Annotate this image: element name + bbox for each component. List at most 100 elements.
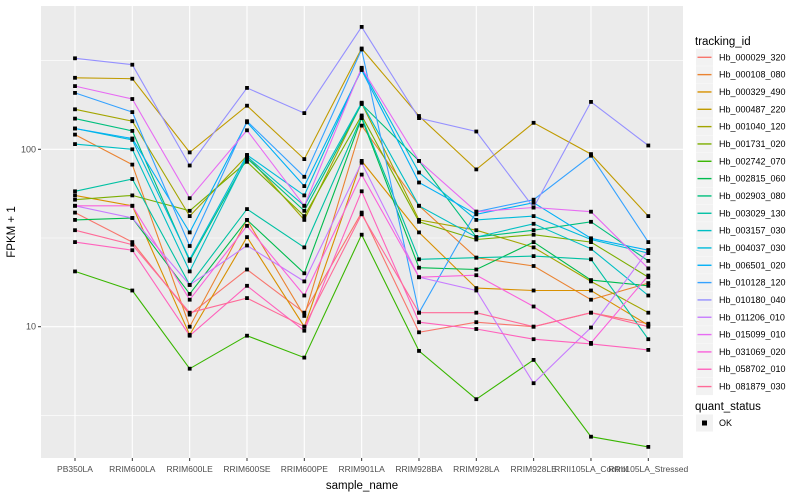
- data-point: [646, 348, 651, 352]
- data-point: [359, 232, 364, 237]
- data-point: [73, 91, 77, 95]
- x-tick-label: RRIM600LE: [167, 464, 214, 474]
- data-point: [302, 184, 307, 188]
- data-point: [589, 278, 593, 282]
- data-point: [187, 230, 192, 235]
- legend-item-label: Hb_002903_080: [719, 191, 786, 201]
- data-point: [417, 170, 421, 175]
- legend-item: Hb_001040_120: [696, 118, 786, 136]
- data-point: [474, 228, 479, 233]
- legend-item-label: Hb_000029_320: [719, 52, 786, 62]
- data-point: [474, 255, 479, 260]
- data-point: [187, 283, 192, 287]
- data-point: [646, 337, 651, 342]
- legend-item: Hb_000029_320: [696, 48, 786, 66]
- legend-item-label: Hb_058702_010: [719, 364, 786, 374]
- data-point: [531, 200, 536, 205]
- data-point: [417, 219, 421, 224]
- legend-item-label: Hb_010180_040: [719, 295, 786, 305]
- data-point: [73, 75, 77, 80]
- legend-item-label: Hb_011206_010: [719, 312, 785, 322]
- data-point: [245, 119, 249, 124]
- x-tick-label: RRII105LA_Stressed: [608, 464, 688, 474]
- data-point: [130, 62, 135, 67]
- data-point: [187, 324, 192, 329]
- data-point: [130, 147, 135, 152]
- data-point: [531, 337, 536, 342]
- legend-item: Hb_010128_120: [696, 274, 786, 292]
- data-point: [302, 310, 307, 315]
- data-point: [589, 219, 593, 224]
- y-tick-label: 100: [21, 144, 36, 154]
- data-point: [531, 324, 536, 329]
- legend-item: Hb_003029_130: [696, 204, 786, 222]
- data-point: [646, 273, 651, 278]
- data-point: [130, 129, 135, 133]
- data-point: [187, 257, 192, 262]
- data-point: [130, 136, 135, 141]
- data-point: [302, 328, 307, 333]
- data-point: [417, 349, 421, 353]
- y-axis-title: FPKM + 1: [6, 206, 18, 257]
- data-point: [531, 214, 536, 218]
- legend-item: Hb_002903_080: [696, 187, 786, 205]
- y-tick-label: 10: [26, 322, 36, 332]
- legend-item: Hb_011206_010: [696, 308, 785, 326]
- data-point: [73, 142, 77, 146]
- data-point: [130, 216, 135, 220]
- data-point: [417, 275, 421, 280]
- legend-item-label: Hb_002815_060: [719, 174, 786, 184]
- data-point: [417, 116, 421, 120]
- data-point: [531, 304, 536, 309]
- data-point: [474, 288, 479, 293]
- data-point: [302, 355, 307, 360]
- data-point: [359, 160, 364, 165]
- data-point: [474, 129, 479, 134]
- data-point: [531, 197, 536, 202]
- data-point: [245, 128, 249, 133]
- data-point: [589, 434, 593, 439]
- legend-item: Hb_004037_030: [696, 239, 786, 257]
- data-point: [589, 342, 593, 346]
- data-point: [73, 56, 77, 61]
- data-point: [245, 296, 249, 300]
- x-tick-label: RRIM600SE: [223, 464, 271, 474]
- data-point: [187, 310, 192, 315]
- legend-item-label: Hb_003157_030: [719, 226, 786, 236]
- data-point: [646, 324, 651, 329]
- data-point: [302, 271, 307, 276]
- data-point: [187, 163, 192, 168]
- data-point: [245, 103, 249, 108]
- legend-item: Hb_031069_020: [696, 343, 786, 361]
- data-point: [73, 240, 77, 244]
- data-point: [474, 218, 479, 222]
- data-point: [245, 267, 249, 272]
- quant-status-item: OK: [696, 414, 732, 432]
- data-point: [245, 207, 249, 211]
- legend-item: Hb_000487_220: [696, 100, 786, 118]
- data-point: [130, 193, 135, 198]
- x-tick-label: RRIM600PE: [281, 464, 329, 474]
- x-tick-label: PB350LA: [57, 464, 93, 474]
- legend-item-label: Hb_003029_130: [719, 208, 786, 218]
- data-point: [589, 310, 593, 315]
- data-point: [130, 110, 135, 114]
- data-point: [531, 232, 536, 237]
- data-point: [646, 214, 651, 218]
- data-point: [589, 288, 593, 293]
- data-point: [187, 214, 192, 218]
- data-point: [417, 230, 421, 235]
- legend-item: Hb_058702_010: [696, 360, 786, 378]
- data-point: [130, 119, 135, 124]
- data-point: [417, 180, 421, 185]
- data-point: [531, 381, 536, 386]
- data-point: [73, 197, 77, 202]
- data-point: [302, 203, 307, 208]
- data-point: [187, 297, 192, 302]
- data-point: [302, 208, 307, 213]
- data-point: [73, 210, 77, 215]
- data-point: [531, 288, 536, 293]
- data-point: [359, 115, 364, 119]
- data-point: [245, 235, 249, 239]
- data-point: [589, 325, 593, 330]
